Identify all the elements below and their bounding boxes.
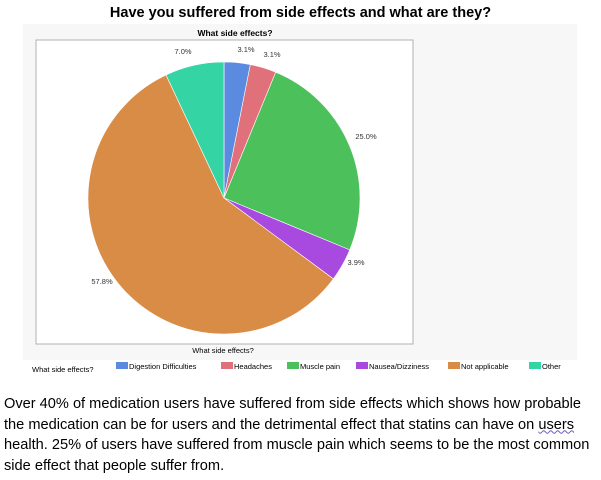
pie-slice-muscle-pain bbox=[223, 71, 361, 251]
chart-title: What side effects? bbox=[197, 28, 272, 38]
pie-data-labels: 3.1% 3.1% 25.0% 3.9% 57.8% 7.0% bbox=[91, 45, 377, 286]
legend-label-other: Other bbox=[542, 362, 561, 371]
paragraph-text-1: Over 40% of medication users have suffer… bbox=[4, 396, 582, 433]
legend-swatch-not-applicable bbox=[448, 362, 460, 369]
legend-label-not-applicable: Not applicable bbox=[461, 362, 509, 371]
legend-swatch-digestion-difficulties bbox=[116, 362, 128, 369]
data-label-other: 7.0% bbox=[174, 47, 191, 56]
legend-swatch-headaches bbox=[221, 362, 233, 369]
pie-slices bbox=[87, 61, 361, 335]
data-label-digestion-difficulties: 3.1% bbox=[237, 45, 254, 54]
description-paragraph: Over 40% of medication users have suffer… bbox=[4, 394, 598, 476]
legend-label-digestion-difficulties: Digestion Difficulties bbox=[129, 362, 197, 371]
legend-swatch-muscle-pain bbox=[287, 362, 299, 369]
pie-slice-other bbox=[165, 61, 225, 199]
legend-label-headaches: Headaches bbox=[234, 362, 272, 371]
legend-label-nausea-dizziness: Nausea/Dizziness bbox=[369, 362, 429, 371]
legend-label-muscle-pain: Muscle pain bbox=[300, 362, 340, 371]
paragraph-text-2: health. 25% of users have suffered from … bbox=[4, 437, 590, 474]
x-axis-label: What side effects? bbox=[192, 346, 254, 355]
paragraph-flagged-word: users bbox=[538, 416, 575, 433]
pie-chart: What side effects? 3.1% 3.1% 25.0% 3.9% 57.8… bbox=[32, 28, 562, 374]
pie-slice-not-applicable bbox=[87, 74, 334, 335]
legend: Digestion Difficulties Headaches Muscle pa… bbox=[116, 362, 561, 371]
data-label-headaches: 3.1% bbox=[263, 50, 280, 59]
data-label-muscle-pain: 25.0% bbox=[355, 132, 377, 141]
data-label-nausea-dizziness: 3.9% bbox=[347, 258, 364, 267]
legend-swatch-nausea-dizziness bbox=[356, 362, 368, 369]
legend-title: What side effects? bbox=[32, 365, 94, 374]
legend-swatch-other bbox=[529, 362, 541, 369]
page-heading: Have you suffered from side effects and … bbox=[109, 5, 492, 21]
data-label-not-applicable: 57.8% bbox=[91, 277, 113, 286]
